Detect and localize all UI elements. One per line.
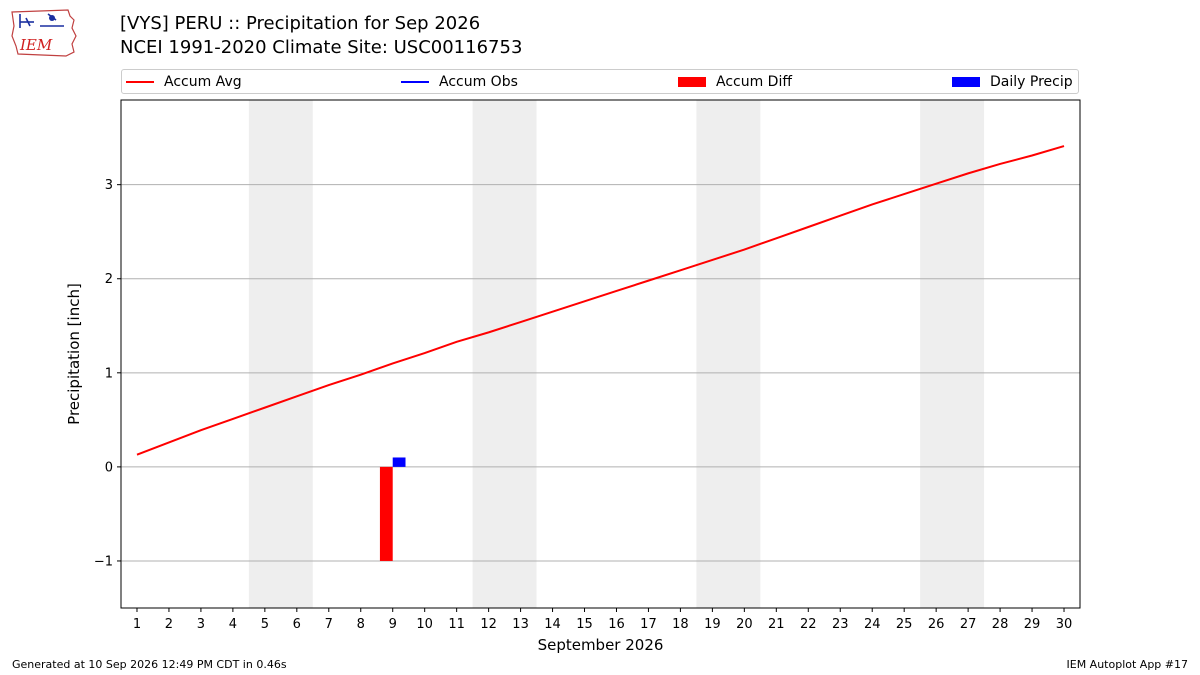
x-tick-label: 11 — [448, 617, 465, 632]
weekend-shade-3 — [696, 100, 761, 608]
y-axis-label: Precipitation [inch] — [65, 283, 83, 425]
chart-title: [VYS] PERU :: Precipitation for Sep 2026 — [120, 13, 481, 34]
weekend-shade-4 — [920, 100, 985, 608]
x-tick-label: 30 — [1056, 617, 1073, 632]
chart-subtitle: NCEI 1991-2020 Climate Site: USC00116753 — [120, 37, 523, 58]
x-tick-label: 9 — [389, 617, 397, 632]
y-tick-label: 1 — [105, 366, 113, 381]
legend-swatch-accum-obs — [401, 80, 429, 83]
weekend-shade-1 — [248, 100, 313, 608]
x-tick-label: 1 — [133, 617, 141, 632]
x-tick-label: 12 — [480, 617, 497, 632]
legend-item-daily-precip: Daily Precip — [952, 70, 1073, 93]
y-tick-label: 3 — [105, 178, 113, 193]
weekend-shade-2 — [472, 100, 537, 608]
x-tick-label: 29 — [1024, 617, 1041, 632]
x-tick-label: 4 — [229, 617, 237, 632]
legend-label-daily-precip: Daily Precip — [990, 73, 1073, 90]
x-tick-label: 14 — [544, 617, 561, 632]
x-tick-label: 21 — [768, 617, 785, 632]
x-tick-label: 3 — [197, 617, 205, 632]
x-tick-label: 15 — [576, 617, 593, 632]
legend-label-accum-diff: Accum Diff — [716, 73, 793, 90]
x-tick-label: 17 — [640, 617, 657, 632]
legend-swatch-daily-precip — [952, 76, 980, 87]
plot-area — [120, 99, 1081, 609]
x-tick-label: 19 — [704, 617, 721, 632]
x-tick-label: 23 — [832, 617, 849, 632]
x-tick-label: 22 — [800, 617, 817, 632]
legend-label-accum-avg: Accum Avg — [164, 73, 242, 90]
y-tick-label: 0 — [105, 460, 113, 475]
bar-daily-precip — [392, 457, 406, 467]
x-tick-label: 16 — [608, 617, 625, 632]
app-label: IEM Autoplot App #17 — [1066, 658, 1189, 671]
legend: Accum Avg Accum Obs Accum Diff Daily Pre… — [121, 69, 1079, 94]
x-tick-label: 20 — [736, 617, 753, 632]
x-tick-label: 18 — [672, 617, 689, 632]
x-tick-label: 6 — [293, 617, 301, 632]
x-tick-label: 24 — [864, 617, 881, 632]
legend-item-accum-avg: Accum Avg — [126, 70, 242, 93]
x-tick-label: 27 — [960, 617, 977, 632]
legend-item-accum-diff: Accum Diff — [678, 70, 792, 93]
x-tick-label: 8 — [357, 617, 365, 632]
x-tick-label: 5 — [261, 617, 269, 632]
line-accum-avg — [136, 145, 1065, 456]
x-tick-label: 26 — [928, 617, 945, 632]
legend-label-accum-obs: Accum Obs — [439, 73, 518, 90]
x-tick-label: 7 — [325, 617, 333, 632]
logo-text: IEM — [19, 36, 53, 54]
x-tick-label: 13 — [512, 617, 529, 632]
legend-swatch-accum-avg — [126, 80, 154, 83]
x-tick-label: 10 — [416, 617, 433, 632]
x-axis-label: September 2026 — [538, 636, 664, 654]
y-tick-label: 2 — [105, 272, 113, 287]
y-tick-label: −1 — [94, 554, 113, 569]
x-tick-label: 25 — [896, 617, 913, 632]
legend-item-accum-obs: Accum Obs — [401, 70, 518, 93]
x-tick-label: 28 — [992, 617, 1009, 632]
iem-logo: IEM — [11, 9, 77, 57]
generated-timestamp: Generated at 10 Sep 2026 12:49 PM CDT in… — [12, 658, 287, 671]
x-tick-label: 2 — [165, 617, 173, 632]
bar-accum-diff — [379, 466, 393, 561]
legend-swatch-accum-diff — [678, 76, 706, 87]
